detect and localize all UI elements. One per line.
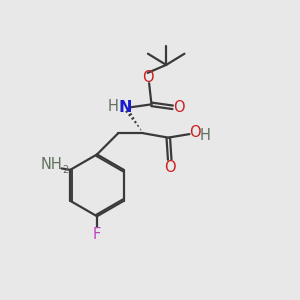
Text: H: H (107, 99, 118, 114)
Text: O: O (173, 100, 185, 115)
Text: N: N (118, 100, 132, 115)
Text: 2: 2 (62, 165, 69, 175)
Text: O: O (189, 125, 201, 140)
Text: NH: NH (41, 158, 63, 172)
Text: H: H (199, 128, 210, 143)
Text: O: O (164, 160, 176, 175)
Text: O: O (142, 70, 154, 85)
Text: F: F (93, 227, 101, 242)
